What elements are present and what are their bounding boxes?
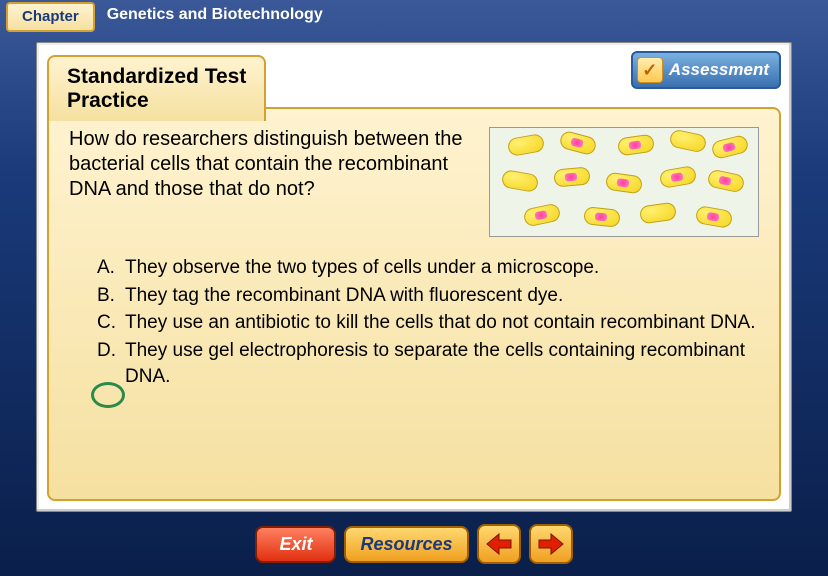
chapter-tab[interactable]: Chapter xyxy=(6,2,95,32)
top-bar: Chapter Genetics and Biotechnology xyxy=(0,0,828,32)
next-arrow-button[interactable] xyxy=(529,524,573,564)
options-list: A.They observe the two types of cells un… xyxy=(69,255,759,389)
bacterial-cell xyxy=(710,134,749,160)
resources-button[interactable]: Resources xyxy=(344,526,468,563)
bacterial-cell xyxy=(617,134,655,157)
bacterial-cell xyxy=(707,168,746,193)
exit-button[interactable]: Exit xyxy=(255,526,336,563)
bacterial-cell xyxy=(669,128,708,153)
bacterial-cell xyxy=(639,202,677,225)
arrow-left-icon xyxy=(485,532,513,556)
arrow-right-icon xyxy=(537,532,565,556)
bacterial-cell xyxy=(659,165,698,189)
bacterial-cell xyxy=(501,169,540,193)
bacterial-cell xyxy=(605,172,643,195)
prev-arrow-button[interactable] xyxy=(477,524,521,564)
bacterial-cell xyxy=(583,206,621,228)
correct-answer-circle xyxy=(91,382,125,408)
question-area: How do researchers distinguish between t… xyxy=(69,127,759,237)
option-text: They use an antibiotic to kill the cells… xyxy=(125,310,759,336)
assessment-badge[interactable]: ✓ Assessment xyxy=(631,51,781,89)
bacterial-cell xyxy=(523,202,562,227)
bacterial-cell xyxy=(507,133,546,157)
option-text: They observe the two types of cells unde… xyxy=(125,255,759,281)
question-text: How do researchers distinguish between t… xyxy=(69,127,473,237)
checkmark-icon: ✓ xyxy=(637,57,663,83)
bacterial-cell xyxy=(558,130,597,157)
folder-title-line1: Standardized Test xyxy=(67,65,246,89)
option-text: They use gel electrophoresis to separate… xyxy=(125,338,759,389)
option-a[interactable]: A.They observe the two types of cells un… xyxy=(97,255,759,281)
option-letter: B. xyxy=(97,283,125,309)
option-c[interactable]: C.They use an antibiotic to kill the cel… xyxy=(97,310,759,336)
main-panel: ✓ Assessment Standardized Test Practice … xyxy=(36,42,792,512)
bottom-bar: Exit Resources xyxy=(0,520,828,568)
option-text: They tag the recombinant DNA with fluore… xyxy=(125,283,759,309)
bacterial-cell xyxy=(553,166,590,187)
option-letter: C. xyxy=(97,310,125,336)
folder-body: How do researchers distinguish between t… xyxy=(47,107,781,501)
bacterial-cell xyxy=(695,205,734,229)
option-b[interactable]: B.They tag the recombinant DNA with fluo… xyxy=(97,283,759,309)
folder-tab: Standardized Test Practice xyxy=(47,55,266,121)
folder-title-line2: Practice xyxy=(67,89,246,113)
option-letter: A. xyxy=(97,255,125,281)
option-d[interactable]: D.They use gel electrophoresis to separa… xyxy=(97,338,759,389)
bacterial-cells-image xyxy=(489,127,759,237)
assessment-label: Assessment xyxy=(669,60,769,80)
chapter-title: Genetics and Biotechnology xyxy=(95,0,323,32)
